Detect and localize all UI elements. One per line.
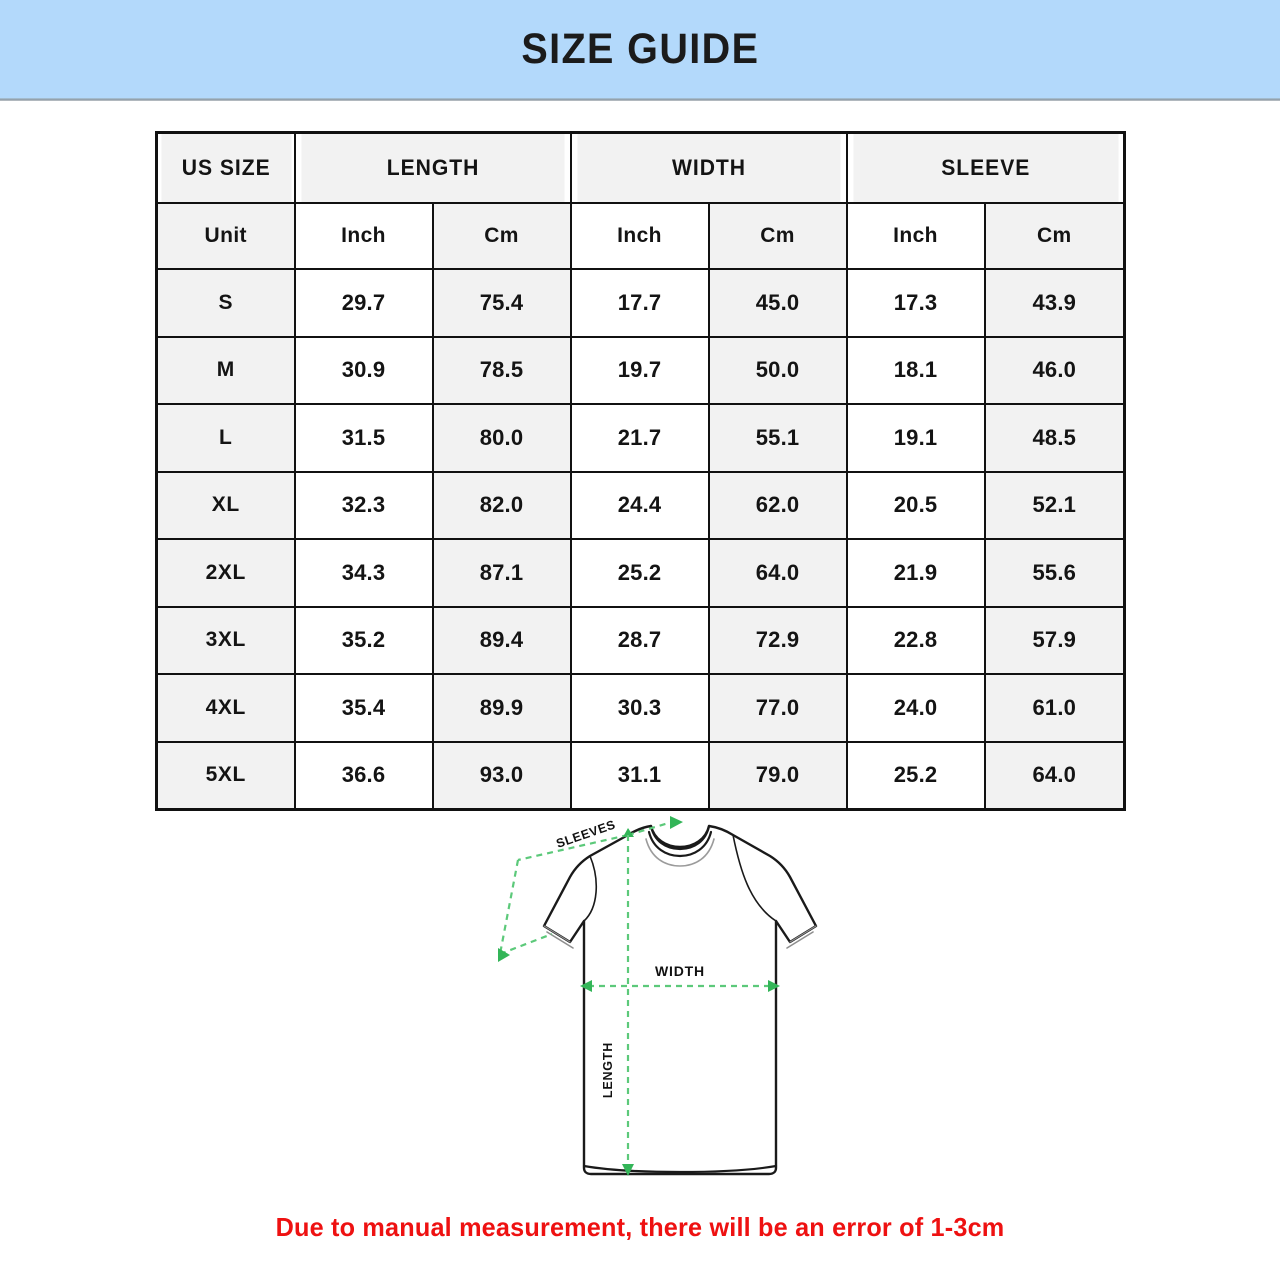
header-divider [0,98,1280,101]
cell-width-cm: 64.0 [707,538,848,608]
cell-sleeve-in: 17.3 [845,268,986,338]
table-unit-header-row: Unit Inch Cm Inch Cm Inch Cm [155,202,1126,270]
unit-header-width-inch: Inch [569,202,710,270]
cell-width-cm: 55.1 [707,403,848,473]
unit-header-sleeve-inch: Inch [845,202,986,270]
cell-sleeve-cm: 43.9 [983,268,1126,338]
width-arrow-right [768,980,780,992]
cell-width-in: 28.7 [569,605,710,675]
cell-sleeve-cm: 55.6 [983,538,1126,608]
cell-length-in: 34.3 [293,538,434,608]
cell-length-in: 29.7 [293,268,434,338]
cell-length-in: 32.3 [293,470,434,540]
cell-size: L [155,403,296,473]
cell-width-in: 30.3 [569,673,710,743]
measurement-disclaimer: Due to manual measurement, there will be… [275,1212,1005,1242]
cell-sleeve-cm: 46.0 [983,335,1126,405]
cell-width-in: 17.7 [569,268,710,338]
header-width: WIDTH [575,131,842,204]
length-arrow-bottom [622,1164,634,1176]
size-chart-table: US SIZE LENGTH WIDTH SLEEVE Unit Inch Cm… [155,131,1127,811]
cell-width-in: 31.1 [569,740,710,811]
table-row: L 31.5 80.0 21.7 55.1 19.1 48.5 [155,403,1126,473]
sleeves-guide-line [498,816,683,962]
width-arrow-left [580,980,592,992]
cell-width-cm: 79.0 [707,740,848,811]
cell-length-cm: 87.1 [431,538,572,608]
header-sleeve: SLEEVE [851,131,1120,204]
cell-width-cm: 45.0 [707,268,848,338]
unit-header-width-cm: Cm [707,202,848,270]
page-title: SIZE GUIDE [520,24,759,73]
cell-length-cm: 89.4 [431,605,572,675]
tshirt-measurement-diagram: SLEEVES WIDTH LENGTH [440,808,880,1208]
cell-length-cm: 82.0 [431,470,572,540]
table-row: XL 32.3 82.0 24.4 62.0 20.5 52.1 [155,470,1126,540]
cell-size: M [155,335,296,405]
table-row: 3XL 35.2 89.4 28.7 72.9 22.8 57.9 [155,605,1126,675]
unit-header-length-inch: Inch [293,202,434,270]
width-guide-line [580,980,780,992]
header-us-size: US SIZE [158,131,293,204]
table-row: 4XL 35.4 89.9 30.3 77.0 24.0 61.0 [155,673,1126,743]
cell-length-in: 35.4 [293,673,434,743]
cell-length-in: 30.9 [293,335,434,405]
cell-size: 2XL [155,538,296,608]
cell-width-in: 19.7 [569,335,710,405]
cell-sleeve-cm: 61.0 [983,673,1126,743]
cell-length-cm: 80.0 [431,403,572,473]
cell-length-cm: 75.4 [431,268,572,338]
header-length: LENGTH [299,131,566,204]
measurement-guides [498,816,780,1176]
table-group-header-row: US SIZE LENGTH WIDTH SLEEVE [157,131,1125,204]
cell-size: 5XL [155,740,296,811]
tshirt-outline-icon [542,824,818,1176]
cell-width-in: 25.2 [569,538,710,608]
cell-size: 4XL [155,673,296,743]
cell-size: 3XL [155,605,296,675]
cell-length-in: 36.6 [293,740,434,811]
cell-sleeve-in: 22.8 [845,605,986,675]
cell-width-cm: 77.0 [707,673,848,743]
cell-length-in: 35.2 [293,605,434,675]
cell-sleeve-cm: 64.0 [983,740,1126,811]
cell-sleeve-in: 18.1 [845,335,986,405]
sleeves-arrow-end [670,816,683,829]
header-band: SIZE GUIDE [0,0,1280,98]
length-guide-line [622,835,634,1176]
cell-sleeve-cm: 48.5 [983,403,1126,473]
length-label: LENGTH [601,1042,615,1098]
cell-length-in: 31.5 [293,403,434,473]
size-table-container: US SIZE LENGTH WIDTH SLEEVE Unit Inch Cm… [155,131,1127,811]
cell-length-cm: 89.9 [431,673,572,743]
cell-width-cm: 62.0 [707,470,848,540]
cell-length-cm: 78.5 [431,335,572,405]
unit-header-length-cm: Cm [431,202,572,270]
cell-width-in: 21.7 [569,403,710,473]
table-row: S 29.7 75.4 17.7 45.0 17.3 43.9 [155,268,1126,338]
unit-header-unit: Unit [155,202,296,270]
cell-width-cm: 72.9 [707,605,848,675]
cell-size: XL [155,470,296,540]
cell-width-cm: 50.0 [707,335,848,405]
table-row: 2XL 34.3 87.1 25.2 64.0 21.9 55.6 [155,538,1126,608]
unit-header-sleeve-cm: Cm [983,202,1126,270]
table-row: 5XL 36.6 93.0 31.1 79.0 25.2 64.0 [155,740,1126,811]
sleeves-arrow-start [498,948,510,962]
cell-sleeve-in: 19.1 [845,403,986,473]
cell-size: S [155,268,296,338]
cell-sleeve-in: 25.2 [845,740,986,811]
table-row: M 30.9 78.5 19.7 50.0 18.1 46.0 [155,335,1126,405]
cell-sleeve-in: 21.9 [845,538,986,608]
width-label: WIDTH [655,963,705,979]
cell-sleeve-in: 24.0 [845,673,986,743]
cell-sleeve-cm: 52.1 [983,470,1126,540]
cell-sleeve-in: 20.5 [845,470,986,540]
cell-sleeve-cm: 57.9 [983,605,1126,675]
cell-length-cm: 93.0 [431,740,572,811]
cell-width-in: 24.4 [569,470,710,540]
